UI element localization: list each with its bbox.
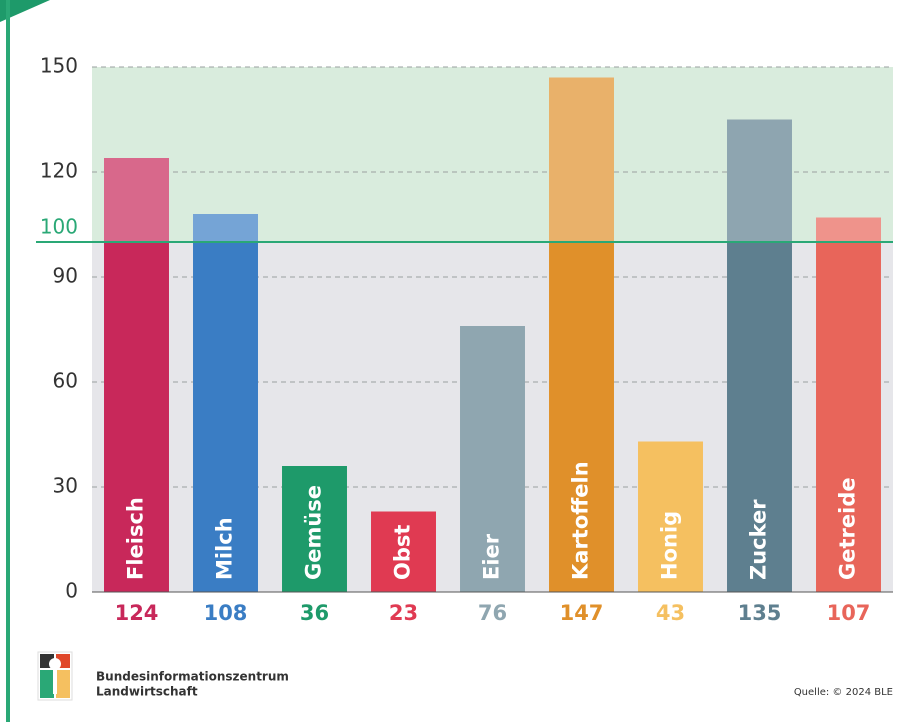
logo [38,652,72,700]
category-label: Zucker [747,499,771,580]
value-label: 124 [115,601,159,625]
y-tick-label: 120 [40,159,78,183]
category-label: Gemüse [302,485,326,580]
category-label: Fleisch [124,497,148,580]
category-label: Obst [391,525,415,580]
chart: 0 30 60 90 120 150 Fleisch 124 Milch 108 Gemüse 36 O… [0,0,913,722]
value-label: 147 [560,601,604,625]
org-name: Bundesinformationszentrum [96,670,289,684]
category-label: Honig [658,511,682,580]
y-tick-label: 60 [53,369,78,393]
reference-label: 100 [40,215,78,239]
bar-highlight [816,218,881,243]
y-tick-label: 0 [65,579,78,603]
category-label: Milch [213,517,237,580]
value-label: 107 [827,601,871,625]
bar-highlight [549,78,614,243]
value-label: 23 [389,601,418,625]
value-label: 36 [300,601,329,625]
y-tick-label: 150 [40,54,78,78]
source: Quelle: © 2024 BLE [794,687,893,698]
category-label: Kartoffeln [569,461,593,580]
value-label: 43 [656,601,685,625]
category-label: Eier [480,533,504,580]
value-label: 108 [204,601,248,625]
value-label: 135 [738,601,782,625]
category-label: Getreide [836,477,860,580]
org-name: Landwirtschaft [96,685,198,699]
bar-highlight [193,214,258,242]
value-label: 76 [478,601,507,625]
y-tick-label: 30 [53,474,78,498]
y-tick-label: 90 [53,264,78,288]
plot-area: 0 30 60 90 120 150 Fleisch 124 Milch 108 Gemüse 36 O… [36,54,893,626]
bar-highlight [727,120,792,243]
border-decoration [6,0,10,722]
bar-highlight [104,158,169,242]
